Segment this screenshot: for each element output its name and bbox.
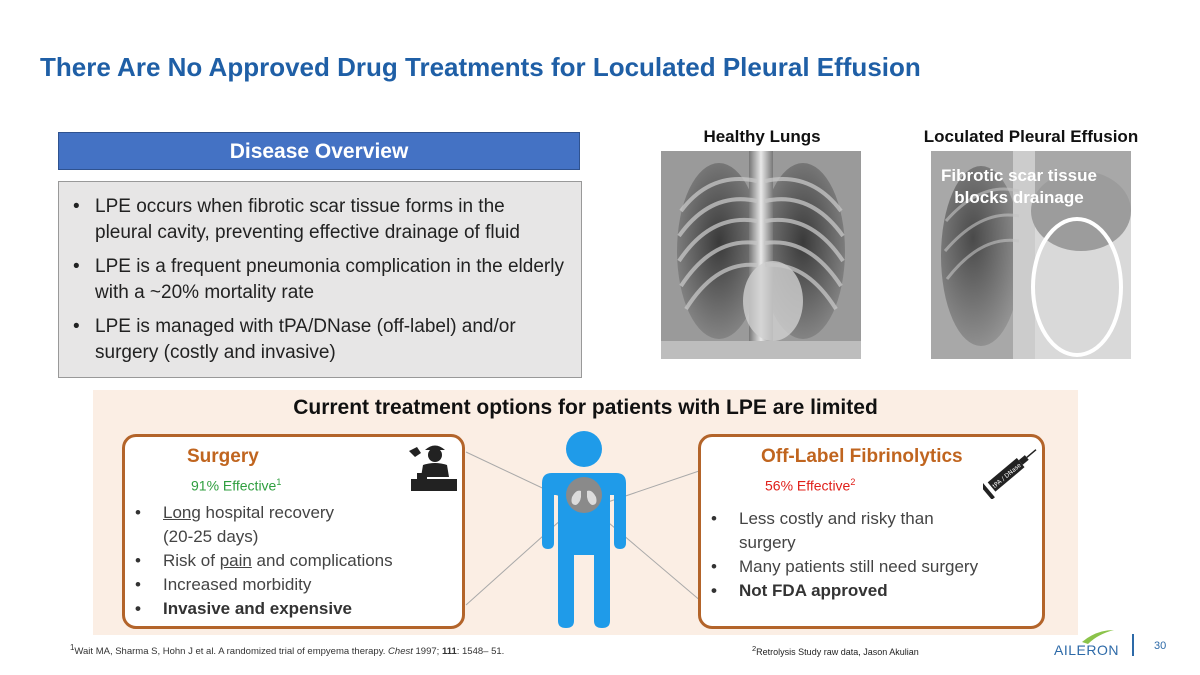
overview-bullet-list: LPE occurs when fibrotic scar tissue for… — [67, 194, 567, 366]
fibrinolytics-card: Off-Label Fibrinolytics 56% Effective2 t… — [698, 434, 1045, 629]
surgery-bullet-list: Long hospital recovery(20-25 days) Risk … — [127, 501, 393, 621]
disease-overview-box: LPE occurs when fibrotic scar tissue for… — [58, 181, 582, 378]
overview-bullet-3: LPE is managed with tPA/DNase (off-label… — [67, 314, 567, 366]
surgery-effectiveness: 91% Effective1 — [191, 477, 281, 494]
footer-divider — [1132, 634, 1134, 656]
disease-overview-header: Disease Overview — [58, 132, 580, 170]
overview-bullet-1: LPE occurs when fibrotic scar tissue for… — [67, 194, 567, 246]
fibrinolytics-bullet-1: Less costly and risky than surgery — [703, 507, 969, 555]
surgeon-icon — [409, 445, 457, 491]
surgery-bullet-1: Long hospital recovery(20-25 days) — [127, 501, 393, 549]
surgery-title: Surgery — [187, 446, 259, 467]
fibrinolytics-effective-text: 56% Effective — [765, 477, 851, 494]
lpe-image-label: Loculated Pleural Effusion — [923, 127, 1139, 146]
surgery-effective-ref: 1 — [276, 477, 282, 487]
surgery-bullet-3: Increased morbidity — [127, 573, 393, 597]
fibrinolytics-effectiveness: 56% Effective2 — [765, 477, 855, 494]
surgery-bullet-2: Risk of pain and complications — [127, 549, 393, 573]
footnote-2: 2Retrolysis Study raw data, Jason Akulia… — [752, 644, 919, 657]
lpe-xray-image — [931, 151, 1131, 359]
overview-bullet-2: LPE is a frequent pneumonia complication… — [67, 254, 567, 306]
healthy-lungs-label: Healthy Lungs — [703, 127, 821, 146]
lungs-icon — [566, 477, 602, 513]
treatment-options-title: Current treatment options for patients w… — [293, 396, 878, 419]
fibrinolytics-title: Off-Label Fibrinolytics — [761, 446, 963, 467]
healthy-lungs-xray-image — [661, 151, 861, 359]
page-title: There Are No Approved Drug Treatments fo… — [40, 52, 921, 82]
surgery-bullet-4: Invasive and expensive — [127, 597, 393, 621]
surgery-effective-text: 91% Effective — [191, 477, 277, 494]
footnote-1: 1Wait MA, Sharma S, Hohn J et al. A rand… — [70, 643, 505, 658]
fibrinolytics-bullet-2: Many patients still need surgery — [703, 555, 978, 579]
page-number: 30 — [1154, 640, 1167, 652]
aileron-logo-icon — [1082, 630, 1114, 644]
fibrinolytics-bullet-3: Not FDA approved — [703, 579, 978, 603]
person-icon — [542, 431, 626, 628]
fibrinolytics-bullet-list: Less costly and risky than surgery Many … — [703, 507, 978, 603]
syringe-icon: tPA / DNase — [983, 449, 1037, 499]
surgery-card: Surgery 91% Effective1 Long hospital rec… — [122, 434, 465, 629]
aileron-logo-text: AILERON — [1054, 642, 1119, 658]
lpe-overlay-caption: Fibrotic scar tissue blocks drainage — [941, 166, 1097, 207]
fibrinolytics-effective-ref: 2 — [850, 477, 856, 487]
